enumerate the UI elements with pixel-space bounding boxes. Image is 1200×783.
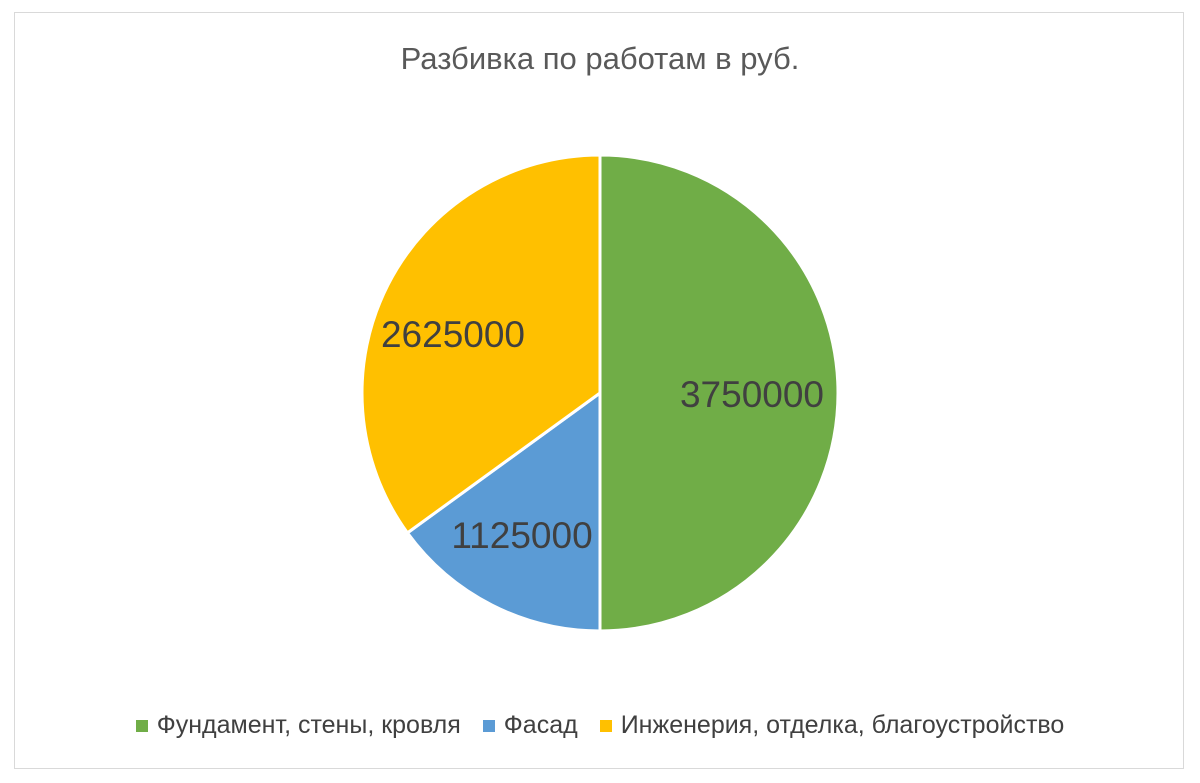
chart-frame: Разбивка по работам в руб. 3750000 112500… <box>14 12 1184 769</box>
pie-slice-2 <box>405 391 602 633</box>
legend-swatch-2 <box>482 719 495 732</box>
legend-swatch-3 <box>599 719 612 732</box>
legend-label-3: Инженерия, отделка, благоустройство <box>620 711 1065 739</box>
legend-label-1: Фундамент, стены, кровля <box>156 711 461 739</box>
legend-item-2: Фасад <box>482 711 578 740</box>
pie-slice-1 <box>598 153 840 633</box>
legend-item-3: Инженерия, отделка, благоустройство <box>599 711 1065 740</box>
legend-label-2: Фасад <box>503 711 578 739</box>
data-label-1: 3750000 <box>680 374 824 415</box>
legend-swatch-1 <box>135 719 148 732</box>
pie-slice-3 <box>360 153 602 535</box>
legend-item-1: Фундамент, стены, кровля <box>135 711 461 740</box>
data-label-2: 1125000 <box>451 515 592 556</box>
chart-title: Разбивка по работам в руб. <box>400 41 800 76</box>
chart-legend: Фундамент, стены, кровля Фасад Инженерия, … <box>15 711 1185 740</box>
data-label-3: 2625000 <box>381 314 525 355</box>
pie-chart: 3750000 1125000 2625000 <box>360 153 840 633</box>
